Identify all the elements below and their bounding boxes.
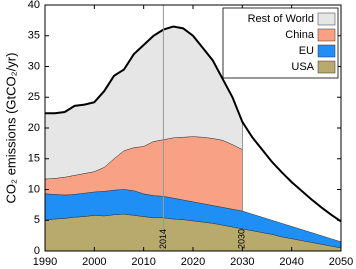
x-tick-label: 2050 [329, 256, 353, 268]
y-tick-label: 40 [28, 0, 40, 11]
x-tick-label: 2030 [230, 256, 254, 268]
y-tick-label: 20 [28, 122, 40, 134]
legend: Rest of World China EU USA [222, 7, 339, 79]
x-tick-label: 1990 [33, 256, 57, 268]
x-tick-label: 2020 [181, 256, 205, 268]
y-axis-label: CO₂ emissions (GtCO₂/yr) [3, 53, 18, 204]
y-tick-label: 25 [28, 91, 40, 103]
y-tick-label: 15 [28, 153, 40, 165]
y-tick-label: 5 [34, 214, 40, 226]
legend-label: China [285, 29, 315, 41]
legend-label: Rest of World [248, 13, 314, 25]
legend-label: USA [291, 61, 314, 73]
x-tick-label: 2010 [131, 256, 155, 268]
y-tick-label: 10 [28, 183, 40, 195]
y-tick-label: 0 [34, 245, 40, 257]
legend-swatch [317, 28, 336, 42]
x-tick-label: 2000 [82, 256, 106, 268]
annotation-label: 2030 [237, 229, 247, 249]
legend-swatch [317, 12, 336, 26]
legend-swatch [317, 44, 336, 58]
y-tick-label: 30 [28, 60, 40, 72]
x-tick-label: 2040 [279, 256, 303, 268]
total-line [45, 25, 342, 223]
annotation-label: 2014 [158, 229, 168, 249]
legend-label: EU [299, 45, 314, 57]
legend-swatch [317, 60, 336, 74]
y-tick-label: 35 [28, 30, 40, 42]
